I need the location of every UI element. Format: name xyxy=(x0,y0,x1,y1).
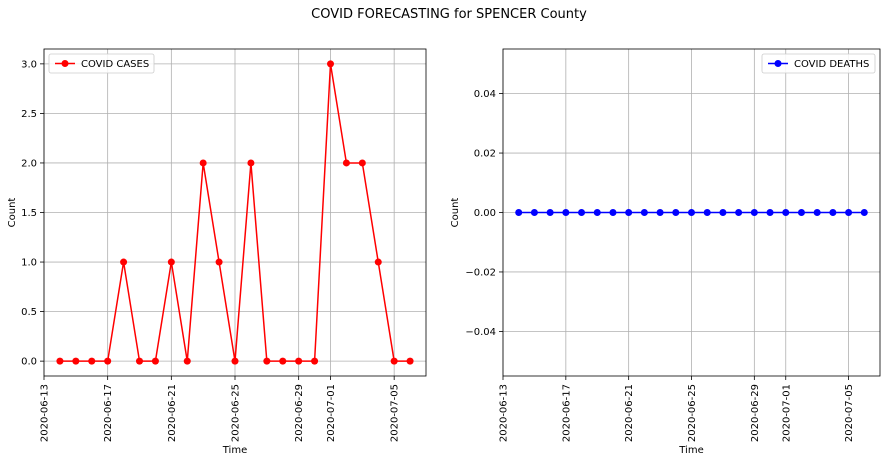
y-tick-label: −0.02 xyxy=(465,267,496,278)
data-point-deaths xyxy=(672,209,680,216)
x-tick-label: 2020-06-29 xyxy=(294,384,305,442)
y-axis-label: Count xyxy=(450,198,461,228)
x-tick-label: 2020-06-17 xyxy=(103,384,114,442)
chart-covid-cases: 2020-06-13 2020-06-17 2020-06-21 2020-06-25… xyxy=(7,48,427,456)
data-point-cases xyxy=(104,357,112,365)
data-point-cases xyxy=(215,258,223,266)
data-point-cases xyxy=(183,357,191,365)
data-point-cases xyxy=(199,159,207,167)
data-point-cases xyxy=(327,60,334,68)
data-point-cases xyxy=(263,357,271,365)
x-tick-label: 2020-06-17 xyxy=(561,384,572,442)
x-tick-label: 2020-06-13 xyxy=(40,384,51,442)
data-point-deaths xyxy=(750,209,758,216)
y-tick-label: 1.0 xyxy=(21,258,37,269)
y-tick-label: 2.0 xyxy=(21,158,37,169)
data-point-deaths xyxy=(546,209,554,216)
legend-box xyxy=(48,53,155,74)
data-point-cases xyxy=(167,258,175,266)
y-tick-label: 1.5 xyxy=(21,208,37,219)
x-tick-label: 2020-06-21 xyxy=(624,384,635,442)
data-point-cases xyxy=(279,357,287,365)
y-axis-label: Count xyxy=(7,198,18,228)
data-point-cases xyxy=(342,159,350,167)
data-point-deaths xyxy=(656,209,664,216)
data-point-deaths xyxy=(766,209,774,216)
data-point-cases xyxy=(374,258,382,266)
data-point-cases xyxy=(358,159,366,167)
data-point-deaths xyxy=(797,209,805,216)
x-axis-label: Time xyxy=(222,445,247,456)
data-point-deaths xyxy=(562,209,570,216)
legend-marker-swatch xyxy=(774,60,782,67)
data-point-deaths xyxy=(813,209,821,216)
data-point-deaths xyxy=(609,209,617,216)
y-tick-label: 3.0 xyxy=(21,59,37,70)
legend-box xyxy=(761,53,876,74)
data-point-cases xyxy=(231,357,239,365)
legend-deaths: COVID DEATHS xyxy=(761,53,876,74)
data-point-cases xyxy=(247,159,255,167)
data-point-cases xyxy=(136,357,143,365)
data-point-cases xyxy=(406,357,414,365)
y-tick-label: 0.04 xyxy=(474,89,496,100)
data-point-deaths xyxy=(593,209,601,216)
data-point-deaths xyxy=(719,209,727,216)
legend-label: COVID CASES xyxy=(81,59,149,70)
x-tick-label: 2020-07-01 xyxy=(781,384,792,442)
legend-label: COVID DEATHS xyxy=(794,59,869,70)
data-point-deaths xyxy=(578,209,586,216)
x-tick-label: 2020-07-05 xyxy=(844,384,855,442)
data-point-deaths xyxy=(530,209,538,216)
y-tick-label: 0.5 xyxy=(21,307,37,318)
y-tick-label: 0.02 xyxy=(474,149,496,160)
y-tick-label: −0.04 xyxy=(465,327,496,338)
data-point-deaths xyxy=(515,209,523,216)
x-tick-label: 2020-06-25 xyxy=(231,384,242,442)
y-tick-label: 0.00 xyxy=(474,208,496,219)
data-point-deaths xyxy=(845,209,853,216)
x-axis-label: Time xyxy=(678,445,703,456)
data-point-cases xyxy=(390,357,398,365)
data-point-cases xyxy=(120,258,128,266)
data-point-deaths xyxy=(829,209,837,216)
data-point-cases xyxy=(56,357,64,365)
data-point-cases xyxy=(72,357,80,365)
axes-frame xyxy=(502,48,881,377)
axes-frame xyxy=(43,48,427,377)
x-tick-label: 2020-07-05 xyxy=(390,384,401,442)
chart-covid-deaths: 2020-06-13 2020-06-17 2020-06-21 2020-06-25… xyxy=(450,48,881,456)
data-point-deaths xyxy=(782,209,790,216)
data-point-cases xyxy=(295,357,303,365)
x-tick-label: 2020-06-13 xyxy=(499,384,510,442)
data-point-deaths xyxy=(735,209,743,216)
data-point-deaths xyxy=(640,209,648,216)
x-tick-label: 2020-07-01 xyxy=(326,384,337,442)
legend-cases: COVID CASES xyxy=(48,53,155,74)
data-point-deaths xyxy=(688,209,695,216)
data-point-cases xyxy=(151,357,159,365)
x-tick-label: 2020-06-21 xyxy=(167,384,178,442)
legend-marker-swatch xyxy=(61,60,69,67)
x-tick-label: 2020-06-29 xyxy=(750,384,761,442)
x-tick-label: 2020-06-25 xyxy=(687,384,698,442)
y-tick-label: 2.5 xyxy=(21,109,37,120)
data-point-cases xyxy=(88,357,96,365)
y-tick-label: 0.0 xyxy=(21,357,37,368)
data-point-deaths xyxy=(860,209,868,216)
data-point-deaths xyxy=(703,209,711,216)
figure-title: COVID FORECASTING for SPENCER County xyxy=(311,7,587,22)
data-point-cases xyxy=(311,357,319,365)
data-point-deaths xyxy=(625,209,633,216)
